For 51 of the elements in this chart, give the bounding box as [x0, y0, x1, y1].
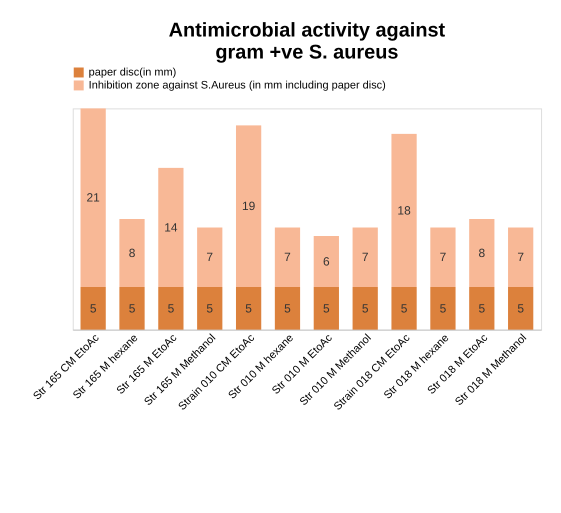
data-label: 7 [362, 250, 369, 264]
bar [469, 218, 494, 288]
chart-title: Antimicrobial activity against gram +ve S. aureus [168, 20, 446, 64]
data-label: 5 [478, 301, 486, 316]
data-label: 5 [245, 301, 252, 316]
bar [197, 287, 222, 330]
data-label: 5 [284, 301, 292, 316]
bar [236, 287, 262, 330]
data-label: 8 [478, 246, 486, 260]
data-label: 7 [440, 250, 447, 264]
bar [197, 227, 222, 288]
bar [119, 287, 145, 330]
data-label: 5 [362, 301, 369, 316]
bar [508, 287, 534, 330]
data-label: 8 [128, 246, 136, 260]
data-label: 5 [323, 301, 330, 316]
bar [274, 227, 300, 288]
bar [391, 134, 417, 288]
data-label: 21 [86, 190, 100, 205]
data-label: 19 [242, 199, 256, 214]
bar [352, 287, 378, 330]
data-label: 14 [164, 220, 178, 234]
legend-label: paper disc(in mm) [88, 66, 176, 78]
bar [274, 287, 300, 330]
data-label: 5 [440, 301, 447, 316]
bar [508, 227, 534, 288]
bar [236, 125, 262, 288]
data-label: 6 [323, 254, 330, 268]
bar [391, 287, 417, 330]
bar [80, 287, 106, 330]
bar [430, 227, 456, 288]
data-label: 18 [397, 203, 412, 218]
data-label: 5 [206, 301, 214, 316]
data-label: 5 [90, 301, 97, 316]
legend-label: Inhibition zone against S.Aureus (in mm including paper disc) [88, 79, 386, 92]
bar [430, 287, 456, 330]
bar [80, 108, 106, 288]
bar [158, 168, 184, 288]
data-label: 5 [128, 301, 136, 316]
data-label: 7 [517, 250, 524, 264]
bar [119, 218, 145, 288]
bar [314, 236, 339, 288]
bar [352, 227, 378, 288]
data-label: 7 [206, 250, 214, 264]
data-label: 5 [400, 301, 408, 316]
bar [469, 287, 494, 330]
data-label: 7 [284, 250, 292, 264]
data-label: 5 [168, 301, 175, 316]
data-label: 5 [517, 301, 524, 316]
bar [314, 287, 339, 330]
bar [158, 287, 184, 330]
